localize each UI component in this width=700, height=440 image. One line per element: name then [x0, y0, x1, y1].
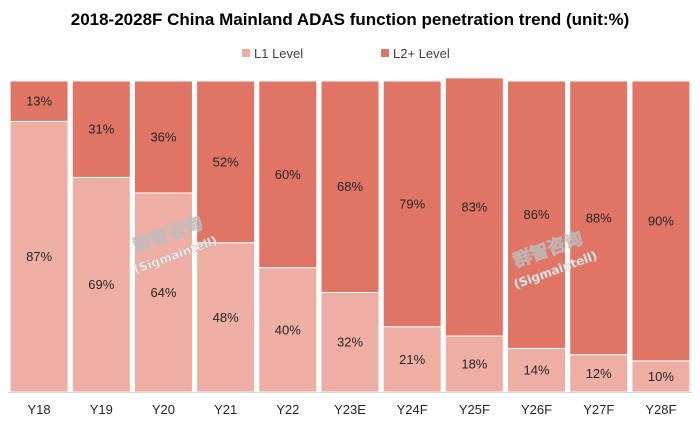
bar-l1-y21	[196, 242, 256, 393]
data-label-l2plus-y20: 36%	[150, 129, 176, 144]
x-tick-label-y20: Y20	[152, 402, 175, 417]
bar-l1-y23e	[320, 291, 380, 393]
bar-l2plus-y22	[258, 80, 318, 269]
data-label-l1-y26f: 14%	[524, 363, 550, 378]
bar-l2plus-y25f	[444, 77, 504, 337]
bar-l2plus-y21	[196, 80, 256, 244]
x-tick-label-y24f: Y24F	[397, 402, 428, 417]
legend-label-l2plus: L2+ Level	[393, 46, 450, 61]
legend-label-l1: L1 Level	[254, 46, 303, 61]
data-label-l2plus-y25f: 83%	[461, 199, 487, 214]
data-label-l2plus-y21: 52%	[213, 154, 239, 169]
data-label-l2plus-y22: 60%	[275, 167, 301, 182]
data-label-l2plus-y19: 31%	[88, 122, 114, 137]
chart-title: 2018-2028F China Mainland ADAS function …	[70, 10, 630, 29]
data-label-l2plus-y24f: 79%	[399, 196, 425, 211]
bars-group: 87% 13% 69% 31% 64% 36% 48% 52% 40% 60% 32% 68% 21% 7…	[9, 77, 691, 393]
bar-l2plus-y20	[133, 80, 193, 194]
bar-l2plus-y28f	[631, 80, 691, 362]
bar-l1-y18	[9, 120, 69, 393]
x-axis: Y18 Y19 Y20 Y21 Y22 Y23E Y24F Y25F Y26F Y27F Y28F	[8, 392, 692, 417]
legend-swatch-l2plus	[381, 49, 389, 57]
x-tick-label-y27f: Y27F	[583, 402, 614, 417]
bar-l2plus-y23e	[320, 80, 380, 293]
bar-l2plus-y27f	[569, 80, 629, 356]
data-label-l2plus-y23e: 68%	[337, 179, 363, 194]
data-label-l2plus-y27f: 88%	[586, 210, 612, 225]
x-tick-label-y22: Y22	[276, 402, 299, 417]
x-tick-label-y26f: Y26F	[521, 402, 552, 417]
data-label-l2plus-y26f: 86%	[524, 207, 550, 222]
legend-swatch-l1	[242, 49, 250, 57]
data-label-l2plus-y28f: 90%	[648, 213, 674, 228]
legend: L1 Level L2+ Level	[242, 46, 450, 61]
data-label-l1-y18: 87%	[26, 249, 52, 264]
x-tick-label-y28f: Y28F	[645, 402, 676, 417]
bar-l1-y26f	[507, 347, 567, 393]
data-label-l1-y19: 69%	[88, 277, 114, 292]
x-tick-label-y21: Y21	[214, 402, 237, 417]
x-tick-label-y23e: Y23E	[334, 402, 366, 417]
data-label-l1-y25f: 18%	[461, 357, 487, 372]
x-tick-label-y25f: Y25F	[459, 402, 490, 417]
bar-l2plus-y19	[71, 80, 131, 178]
bar-l1-y22	[258, 267, 318, 393]
data-label-l1-y23e: 32%	[337, 335, 363, 350]
bar-l2plus-y24f	[382, 80, 442, 328]
bar-l2plus-y18	[9, 80, 69, 122]
x-tick-label-y18: Y18	[28, 402, 51, 417]
data-label-l1-y21: 48%	[213, 310, 239, 325]
bar-l1-y19	[71, 176, 131, 393]
data-label-l1-y28f: 10%	[648, 369, 674, 384]
bar-l1-y24f	[382, 326, 442, 393]
data-label-l1-y24f: 21%	[399, 352, 425, 367]
data-label-l1-y22: 40%	[275, 322, 301, 337]
data-label-l1-y27f: 12%	[586, 366, 612, 381]
bar-l2plus-y26f	[507, 80, 567, 349]
data-label-l2plus-y18: 13%	[26, 94, 52, 109]
x-tick-label-y19: Y19	[90, 402, 113, 417]
data-label-l1-y20: 64%	[150, 285, 176, 300]
bar-l1-y25f	[444, 335, 504, 393]
